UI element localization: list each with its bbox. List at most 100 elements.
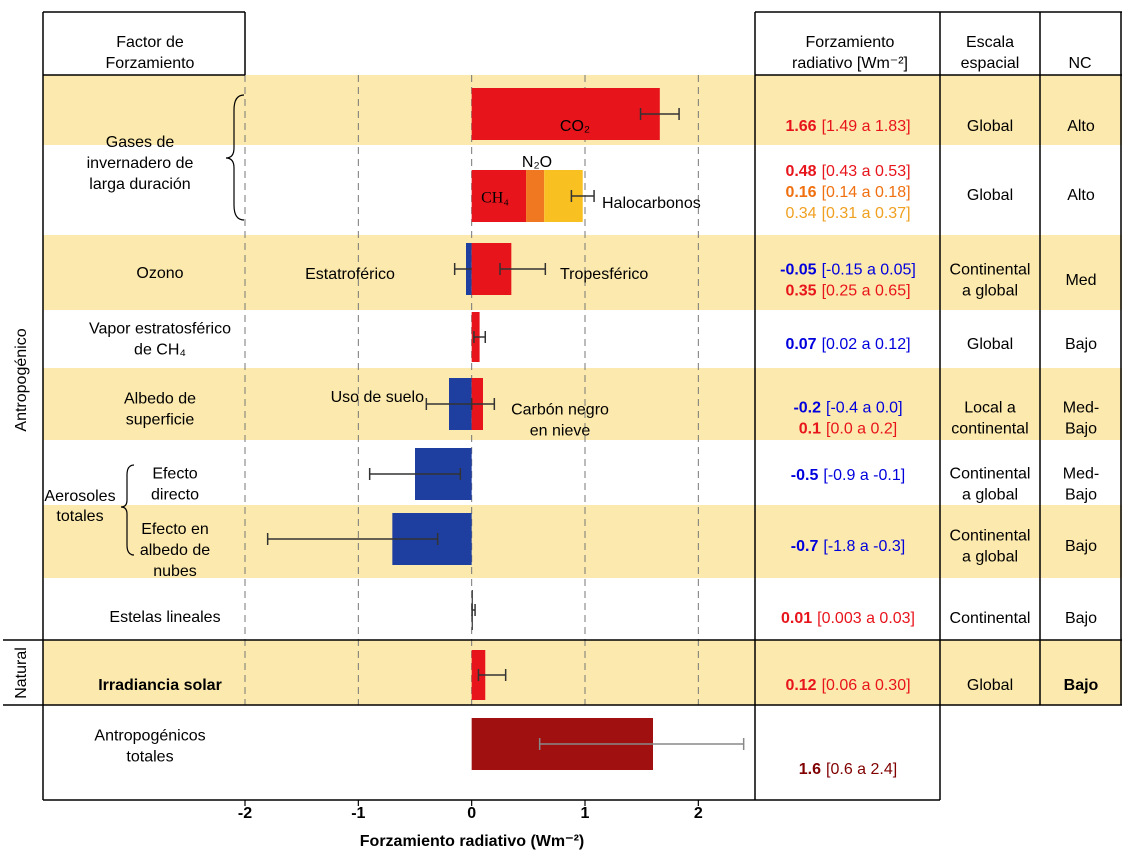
nc-text: Med bbox=[1065, 272, 1096, 289]
scale-text: Global bbox=[967, 118, 1013, 135]
row-label: albedo de bbox=[140, 542, 210, 559]
row-label: nubes bbox=[153, 563, 197, 580]
forcing-text: -0.05 [-0.15 a 0.05] bbox=[780, 262, 916, 279]
forcing-text: 0.48 [0.43 a 0.53] bbox=[785, 163, 910, 180]
annotation: CO₂ bbox=[560, 118, 590, 135]
nc-text: Alto bbox=[1067, 187, 1095, 204]
annotation: Tropesférico bbox=[560, 266, 648, 283]
x-tick-label: 2 bbox=[694, 805, 703, 822]
forcing-value: 0.48 bbox=[785, 163, 816, 180]
x-tick-label: 1 bbox=[581, 805, 590, 822]
x-axis-title: Forzamiento radiativo (Wm⁻²) bbox=[360, 833, 584, 850]
annotation: Carbón negro bbox=[511, 402, 609, 419]
forcing-text: 0.1 [0.0 a 0.2] bbox=[799, 421, 897, 438]
forcing-text: -0.2 [-0.4 a 0.0] bbox=[793, 400, 902, 417]
row-label: Efecto en bbox=[141, 521, 209, 538]
row-label: larga duración bbox=[89, 176, 190, 193]
annotation: Estatroférico bbox=[305, 266, 395, 283]
forcing-range: [-0.4 a 0.0] bbox=[826, 400, 903, 417]
scale-text: Global bbox=[967, 187, 1013, 204]
nc-text: Med- bbox=[1063, 466, 1099, 483]
forcing-text: 1.66 [1.49 a 1.83] bbox=[785, 118, 910, 135]
header-forcing: radiativo [Wm⁻²] bbox=[792, 55, 908, 72]
ghg-brace bbox=[225, 94, 245, 221]
forcing-value: 0.07 bbox=[785, 336, 816, 353]
forcing-text: 0.01 [0.003 a 0.03] bbox=[781, 610, 915, 627]
header-scale: espacial bbox=[961, 55, 1020, 72]
forcing-range: [0.02 a 0.12] bbox=[822, 336, 911, 353]
scale-text: a global bbox=[962, 487, 1018, 504]
row-band bbox=[43, 368, 1122, 440]
row-label: Efecto bbox=[152, 466, 197, 483]
row-label: totales bbox=[126, 749, 173, 766]
row-label: invernadero de bbox=[87, 155, 194, 172]
nc-text: Med- bbox=[1063, 400, 1099, 417]
row-label: Vapor estratosférico bbox=[89, 321, 231, 338]
side-label: Antropogénico bbox=[13, 328, 30, 431]
scale-text: Continental bbox=[950, 466, 1031, 483]
bar bbox=[471, 88, 660, 140]
nc-text: Alto bbox=[1067, 118, 1095, 135]
forcing-range: [0.43 a 0.53] bbox=[822, 163, 911, 180]
header-factor: Forzamiento bbox=[106, 55, 195, 72]
header-forcing: Forzamiento bbox=[806, 34, 895, 51]
scale-text: a global bbox=[962, 549, 1018, 566]
forcing-value: 1.6 bbox=[799, 761, 821, 778]
forcing-value: 0.35 bbox=[785, 283, 816, 300]
nc-text: Bajo bbox=[1065, 487, 1097, 504]
forcing-text: 0.34 [0.31 a 0.37] bbox=[785, 205, 910, 222]
forcing-value: 0.1 bbox=[799, 421, 821, 438]
forcing-range: [1.49 a 1.83] bbox=[822, 118, 911, 135]
row-label: superficie bbox=[126, 412, 195, 429]
annotation: Halocarbonos bbox=[602, 195, 701, 212]
forcing-value: 0.34 bbox=[785, 205, 816, 222]
forcing-value: -0.2 bbox=[793, 400, 821, 417]
forcing-range: [0.14 a 0.18] bbox=[822, 184, 911, 201]
bands bbox=[43, 75, 1122, 705]
forcing-range: [0.25 a 0.65] bbox=[822, 283, 911, 300]
forcing-text: 0.07 [0.02 a 0.12] bbox=[785, 336, 910, 353]
group-label: totales bbox=[56, 508, 103, 525]
forcing-text: -0.7 [-1.8 a -0.3] bbox=[791, 538, 905, 555]
row-label: directo bbox=[151, 487, 199, 504]
row-label: Gases de bbox=[106, 134, 175, 151]
bar bbox=[471, 170, 527, 222]
nc-text: Bajo bbox=[1065, 336, 1097, 353]
annotation: N₂O bbox=[522, 154, 552, 171]
bar bbox=[526, 170, 545, 222]
forcing-value: 1.66 bbox=[785, 118, 816, 135]
scale-text: Continental bbox=[950, 528, 1031, 545]
forcing-text: 1.6 [0.6 a 2.4] bbox=[799, 761, 897, 778]
forcing-text: 0.12 [0.06 a 0.30] bbox=[785, 677, 910, 694]
forcing-text: 0.35 [0.25 a 0.65] bbox=[785, 283, 910, 300]
frame bbox=[3, 11, 1122, 801]
group-label: Aerosoles bbox=[44, 488, 115, 505]
x-tick-label: 0 bbox=[467, 805, 476, 822]
forcing-range: [0.0 a 0.2] bbox=[826, 421, 897, 438]
nc-text: Bajo bbox=[1065, 538, 1097, 555]
nc-text: Bajo bbox=[1065, 610, 1097, 627]
forcing-range: [0.6 a 2.4] bbox=[826, 761, 897, 778]
forcing-value: -0.05 bbox=[780, 262, 817, 279]
forcing-text: -0.5 [-0.9 a -0.1] bbox=[791, 467, 905, 484]
header-scale: Escala bbox=[966, 34, 1014, 51]
forcing-text: 0.16 [0.14 a 0.18] bbox=[785, 184, 910, 201]
marks bbox=[266, 88, 745, 770]
forcing-range: [0.31 a 0.37] bbox=[822, 205, 911, 222]
header-nc: NC bbox=[1068, 55, 1091, 72]
row-band bbox=[43, 640, 1122, 705]
scale-text: Continental bbox=[950, 610, 1031, 627]
header-factor: Factor de bbox=[116, 34, 184, 51]
nc-text: Bajo bbox=[1065, 421, 1097, 438]
labels: -2 -1 0 1 2 Gases de invernadero de larga durac… bbox=[87, 118, 1100, 822]
nc-text: Bajo bbox=[1064, 677, 1099, 694]
row-label: Irradiancia solar bbox=[98, 677, 222, 694]
scale-text: Local a bbox=[964, 400, 1016, 417]
x-tick-label: -2 bbox=[238, 805, 252, 822]
forcing-range: [-0.9 a -0.1] bbox=[823, 467, 905, 484]
annotation: en nieve bbox=[530, 423, 591, 440]
row-label: Antropogénicos bbox=[94, 728, 205, 745]
scale-text: a global bbox=[962, 283, 1018, 300]
row-band bbox=[43, 235, 1122, 310]
